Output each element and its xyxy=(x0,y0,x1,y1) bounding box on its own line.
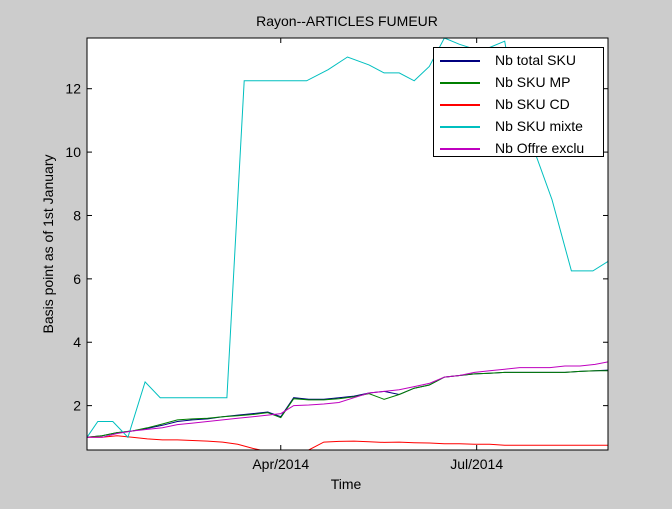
chart-title: Rayon--ARTICLES FUMEUR xyxy=(256,13,438,29)
legend-label: Nb SKU mixte xyxy=(495,118,583,134)
legend-swatch xyxy=(440,148,480,150)
series-line-5 xyxy=(87,361,608,438)
y-tick-label: 8 xyxy=(73,207,81,223)
legend-label: Nb SKU MP xyxy=(495,74,571,90)
legend: Nb total SKU Nb SKU MP Nb SKU CD Nb SKU … xyxy=(433,47,604,157)
legend-label: Nb SKU CD xyxy=(495,96,570,112)
legend-item-sku-mixte: Nb SKU mixte xyxy=(434,116,604,138)
legend-swatch xyxy=(440,60,480,62)
y-tick-label: 4 xyxy=(73,334,81,350)
series-line-2 xyxy=(87,370,608,438)
y-tick-label: 10 xyxy=(65,144,81,160)
y-tick-label: 12 xyxy=(65,81,81,97)
legend-item-offre-exclu: Nb Offre exclu xyxy=(434,138,604,160)
legend-item-total-sku: Nb total SKU xyxy=(434,50,604,72)
x-tick-label: Apr/2014 xyxy=(252,456,309,472)
plot-frame xyxy=(86,37,609,451)
y-tick-label: 6 xyxy=(73,271,81,287)
legend-label: Nb total SKU xyxy=(495,52,576,68)
x-axis-label: Time xyxy=(331,476,362,492)
legend-item-sku-cd: Nb SKU CD xyxy=(434,94,604,116)
legend-swatch xyxy=(440,104,480,106)
legend-swatch xyxy=(440,126,480,128)
y-axis-label: Basis point as of 1st January xyxy=(40,155,56,334)
y-tick-label: 2 xyxy=(73,398,81,414)
tick-layer: 2 4 6 8 10 12 Apr/2014 Jul/2014 xyxy=(65,38,608,472)
series-line-3 xyxy=(87,435,608,450)
x-tick-label: Jul/2014 xyxy=(450,456,503,472)
legend-swatch xyxy=(440,82,480,84)
legend-item-sku-mp: Nb SKU MP xyxy=(434,72,604,94)
legend-label: Nb Offre exclu xyxy=(495,140,585,156)
